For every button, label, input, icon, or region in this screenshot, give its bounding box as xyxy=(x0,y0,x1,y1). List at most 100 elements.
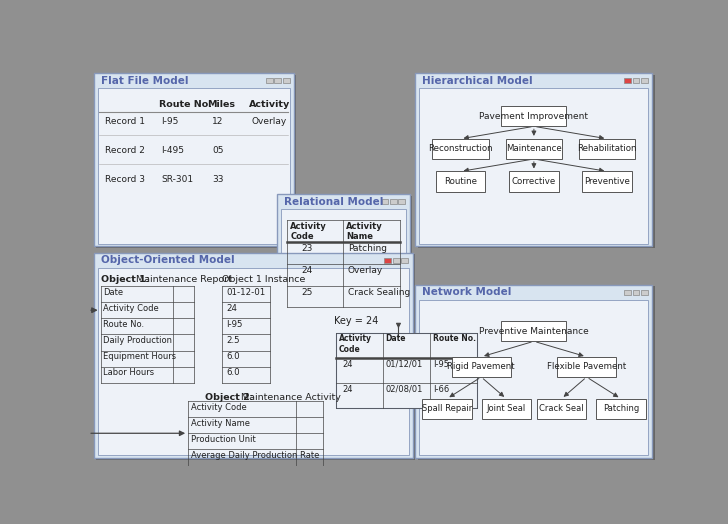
FancyBboxPatch shape xyxy=(537,399,586,419)
FancyBboxPatch shape xyxy=(502,321,566,341)
Text: Reconstruction: Reconstruction xyxy=(428,145,493,154)
FancyBboxPatch shape xyxy=(418,74,654,248)
Text: I-95: I-95 xyxy=(226,320,243,329)
FancyBboxPatch shape xyxy=(96,74,296,248)
Text: Relational Model: Relational Model xyxy=(284,196,384,206)
FancyBboxPatch shape xyxy=(624,290,631,295)
Text: 02/08/01: 02/08/01 xyxy=(386,385,423,394)
FancyBboxPatch shape xyxy=(98,268,408,455)
FancyBboxPatch shape xyxy=(398,199,405,204)
FancyBboxPatch shape xyxy=(401,258,408,263)
Text: Maintenance Report: Maintenance Report xyxy=(136,275,232,283)
Text: Preventive Maintenance: Preventive Maintenance xyxy=(479,326,589,336)
FancyBboxPatch shape xyxy=(422,399,472,419)
Text: Hierarchical Model: Hierarchical Model xyxy=(422,75,533,85)
FancyBboxPatch shape xyxy=(381,199,388,204)
FancyBboxPatch shape xyxy=(94,253,413,458)
Text: Crack Sealing: Crack Sealing xyxy=(348,288,411,297)
FancyBboxPatch shape xyxy=(419,300,649,455)
Text: 01/12/01: 01/12/01 xyxy=(386,359,423,369)
FancyBboxPatch shape xyxy=(579,139,636,159)
FancyBboxPatch shape xyxy=(418,287,654,460)
Text: Record 2: Record 2 xyxy=(105,146,145,155)
FancyBboxPatch shape xyxy=(624,78,631,83)
Text: I-95: I-95 xyxy=(162,116,179,126)
FancyBboxPatch shape xyxy=(266,78,273,83)
FancyBboxPatch shape xyxy=(274,78,281,83)
FancyBboxPatch shape xyxy=(416,285,652,458)
FancyBboxPatch shape xyxy=(506,139,562,159)
Text: Object 2:: Object 2: xyxy=(205,393,253,402)
Text: 6.0: 6.0 xyxy=(226,352,240,361)
FancyBboxPatch shape xyxy=(94,73,294,246)
Text: Date: Date xyxy=(103,288,123,297)
Text: Route No.: Route No. xyxy=(103,320,144,329)
Text: Activity Code: Activity Code xyxy=(103,304,159,313)
FancyBboxPatch shape xyxy=(280,195,412,339)
Text: Patching: Patching xyxy=(348,244,387,254)
Text: Object-Oriented Model: Object-Oriented Model xyxy=(100,255,234,265)
Text: Rigid Pavement: Rigid Pavement xyxy=(448,363,515,372)
Text: SR-301: SR-301 xyxy=(162,174,194,183)
Text: 24: 24 xyxy=(342,385,352,394)
Text: 24: 24 xyxy=(226,304,237,313)
Text: I-95: I-95 xyxy=(432,359,448,369)
FancyBboxPatch shape xyxy=(557,357,616,377)
FancyBboxPatch shape xyxy=(419,89,649,244)
FancyBboxPatch shape xyxy=(596,399,646,419)
FancyBboxPatch shape xyxy=(509,171,558,192)
Text: I-66: I-66 xyxy=(432,385,449,394)
FancyBboxPatch shape xyxy=(416,73,652,246)
Text: Activity: Activity xyxy=(249,101,290,110)
Text: Miles: Miles xyxy=(207,101,234,110)
Text: Daily Production: Daily Production xyxy=(103,336,172,345)
Text: Spall Repair: Spall Repair xyxy=(422,405,472,413)
FancyBboxPatch shape xyxy=(393,258,400,263)
FancyBboxPatch shape xyxy=(641,78,648,83)
Text: Network Model: Network Model xyxy=(422,288,512,298)
Text: Maintenance Activity: Maintenance Activity xyxy=(240,393,341,402)
FancyBboxPatch shape xyxy=(502,106,566,126)
FancyBboxPatch shape xyxy=(277,194,410,337)
FancyBboxPatch shape xyxy=(633,290,639,295)
Text: Route No.: Route No. xyxy=(159,101,212,110)
Text: Corrective: Corrective xyxy=(512,177,556,186)
Text: I-495: I-495 xyxy=(162,146,184,155)
FancyBboxPatch shape xyxy=(96,254,415,460)
FancyBboxPatch shape xyxy=(282,78,290,83)
Text: Overlay: Overlay xyxy=(348,266,383,275)
Text: Crack Seal: Crack Seal xyxy=(539,405,584,413)
Text: Rehabilitation: Rehabilitation xyxy=(577,145,637,154)
Text: Activity
Name: Activity Name xyxy=(347,222,383,241)
Text: 6.0: 6.0 xyxy=(226,368,240,377)
Text: Activity
Code: Activity Code xyxy=(290,222,327,241)
Text: Equipment Hours: Equipment Hours xyxy=(103,352,176,361)
Text: 23: 23 xyxy=(301,244,313,254)
FancyBboxPatch shape xyxy=(436,171,486,192)
FancyBboxPatch shape xyxy=(432,139,488,159)
Text: Route No.: Route No. xyxy=(432,334,475,343)
FancyBboxPatch shape xyxy=(336,333,478,408)
Text: 33: 33 xyxy=(213,174,223,183)
Text: 2.5: 2.5 xyxy=(226,336,240,345)
Text: Routine: Routine xyxy=(444,177,477,186)
Text: 05: 05 xyxy=(213,146,223,155)
FancyBboxPatch shape xyxy=(482,399,531,419)
Text: Date: Date xyxy=(386,334,406,343)
FancyBboxPatch shape xyxy=(582,171,632,192)
Text: 12: 12 xyxy=(213,116,223,126)
Text: Overlay: Overlay xyxy=(252,116,287,126)
FancyBboxPatch shape xyxy=(641,290,648,295)
Text: Object 1 Instance: Object 1 Instance xyxy=(222,275,305,283)
Text: 24: 24 xyxy=(342,359,352,369)
Text: Production Unit: Production Unit xyxy=(191,435,256,444)
Text: Activity
Code: Activity Code xyxy=(339,334,372,354)
Text: Maintenance: Maintenance xyxy=(506,145,562,154)
Text: Preventive: Preventive xyxy=(585,177,630,186)
FancyBboxPatch shape xyxy=(384,258,391,263)
Text: Joint Seal: Joint Seal xyxy=(487,405,526,413)
Text: Average Daily Production Rate: Average Daily Production Rate xyxy=(191,451,320,460)
FancyBboxPatch shape xyxy=(451,357,511,377)
Text: Flat File Model: Flat File Model xyxy=(100,75,188,85)
Text: Key = 24: Key = 24 xyxy=(333,316,378,326)
